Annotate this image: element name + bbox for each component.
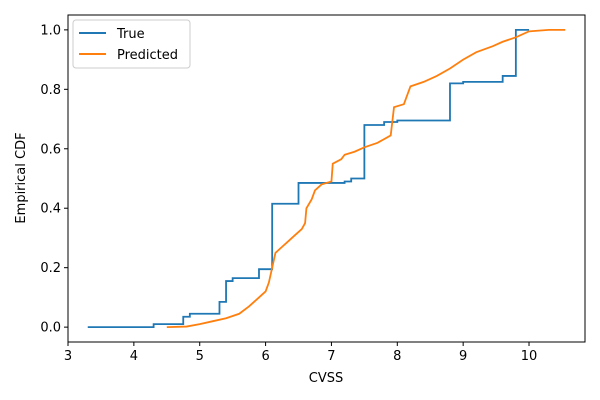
x-axis-label: CVSS [309,371,343,386]
y-axis-label: Empirical CDF [14,132,29,223]
x-tick-label: 7 [327,349,335,364]
y-tick-label: 0.4 [40,202,61,217]
x-tick-label: 3 [64,349,72,364]
x-tick-label: 8 [393,349,401,364]
plot-frame [67,14,586,343]
legend-label-predicted: Predicted [117,48,178,63]
y-tick-label: 0.8 [40,83,61,98]
x-tick-label: 4 [130,349,138,364]
legend-label-true: True [116,27,145,42]
y-tick-label: 0.6 [40,142,61,157]
x-tick-label: 9 [459,349,467,364]
series-layer [87,28,566,329]
series-line-true [87,28,530,329]
x-tick-label: 6 [261,349,269,364]
legend: True Predicted [72,19,191,69]
y-tick-label: 0.2 [40,261,61,276]
y-tick-label: 1.0 [40,23,61,38]
x-tick-label: 5 [196,349,204,364]
y-tick-label: 0.0 [40,321,61,336]
series-line-predicted [166,28,566,329]
x-tick-label: 10 [521,349,538,364]
ticks-layer: 3 4 5 6 7 8 9 10 0.0 0.2 0.4 0.6 0.8 1.0 [40,23,537,364]
